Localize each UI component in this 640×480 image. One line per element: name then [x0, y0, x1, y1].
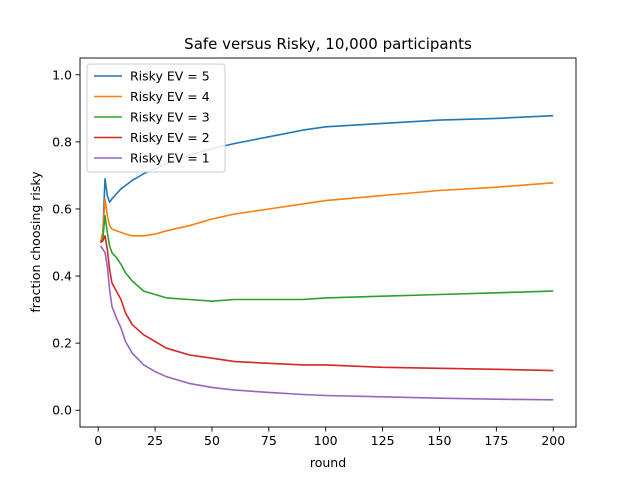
series-line-3 — [99, 214, 554, 303]
x-axis-ticks: 0 25 50 75 100 125 150 175 200 — [94, 427, 565, 448]
legend-label: Risky EV = 5 — [130, 69, 210, 84]
x-tick-label: 75 — [261, 433, 277, 448]
y-axis-title: fraction choosing risky — [28, 171, 43, 313]
legend-label: Risky EV = 3 — [130, 110, 210, 125]
chart-title: Safe versus Risky, 10,000 participants — [184, 35, 472, 53]
y-tick-label: 0.0 — [52, 403, 72, 418]
x-tick-label: 50 — [204, 433, 220, 448]
series-line-2 — [99, 182, 554, 243]
series-line-5 — [99, 245, 554, 401]
legend-label: Risky EV = 1 — [130, 151, 210, 166]
x-tick-label: 25 — [147, 433, 163, 448]
legend-box — [86, 63, 226, 173]
x-tick-label: 100 — [314, 433, 338, 448]
x-tick-label: 150 — [428, 433, 452, 448]
x-tick-label: 125 — [371, 433, 395, 448]
y-axis-ticks: 0.0 0.2 0.4 0.6 0.8 1.0 — [52, 67, 80, 418]
legend: Risky EV = 5 Risky EV = 4 Risky EV = 3 Risk… — [86, 63, 226, 173]
legend-label: Risky EV = 4 — [130, 89, 210, 104]
x-axis-title: round — [310, 455, 346, 470]
y-tick-label: 1.0 — [52, 67, 72, 82]
y-tick-label: 0.4 — [52, 269, 72, 284]
series-line-4 — [100, 235, 554, 372]
x-tick-label: 175 — [484, 433, 508, 448]
legend-label: Risky EV = 2 — [130, 130, 210, 145]
y-tick-label: 0.6 — [52, 201, 72, 216]
series-layer — [99, 114, 554, 401]
plot-frame — [79, 57, 577, 428]
y-tick-label: 0.8 — [52, 134, 72, 149]
x-tick-label: 0 — [94, 433, 102, 448]
y-tick-label: 0.2 — [52, 336, 72, 351]
x-tick-label: 200 — [541, 433, 565, 448]
